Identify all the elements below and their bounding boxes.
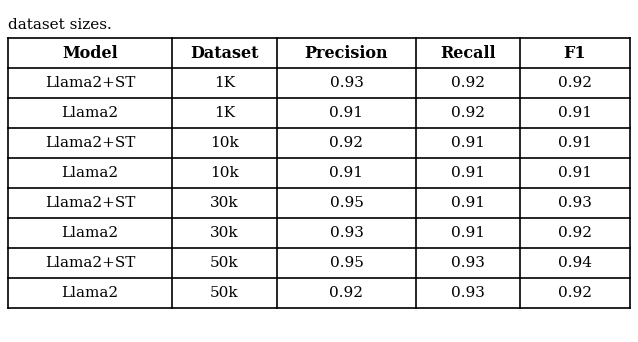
Text: 0.91: 0.91: [451, 136, 485, 150]
Text: 0.91: 0.91: [451, 196, 485, 210]
Text: 0.93: 0.93: [330, 76, 364, 90]
Text: 0.94: 0.94: [558, 256, 592, 270]
Text: 50k: 50k: [210, 256, 239, 270]
Text: 0.91: 0.91: [558, 136, 592, 150]
Text: Dataset: Dataset: [190, 44, 259, 62]
Text: 0.92: 0.92: [558, 76, 592, 90]
Text: 0.91: 0.91: [558, 106, 592, 120]
Text: 0.95: 0.95: [330, 196, 364, 210]
Text: 0.93: 0.93: [330, 226, 364, 240]
Text: 0.92: 0.92: [451, 106, 485, 120]
Text: F1: F1: [564, 44, 586, 62]
Text: 1K: 1K: [214, 76, 235, 90]
Text: Llama2+ST: Llama2+ST: [45, 76, 135, 90]
Text: Llama2+ST: Llama2+ST: [45, 136, 135, 150]
Text: 0.92: 0.92: [329, 286, 364, 300]
Text: 0.91: 0.91: [329, 106, 364, 120]
Text: 10k: 10k: [210, 166, 239, 180]
Text: dataset sizes.: dataset sizes.: [8, 18, 112, 32]
Text: Precision: Precision: [305, 44, 389, 62]
Text: 0.93: 0.93: [451, 286, 485, 300]
Text: 10k: 10k: [210, 136, 239, 150]
Text: Llama2+ST: Llama2+ST: [45, 256, 135, 270]
Text: 1K: 1K: [214, 106, 235, 120]
Text: Llama2: Llama2: [61, 226, 119, 240]
Text: Model: Model: [62, 44, 118, 62]
Text: Llama2: Llama2: [61, 286, 119, 300]
Text: 50k: 50k: [210, 286, 239, 300]
Text: 0.91: 0.91: [451, 166, 485, 180]
Text: 0.93: 0.93: [451, 256, 485, 270]
Text: 0.91: 0.91: [451, 226, 485, 240]
Text: 0.92: 0.92: [558, 286, 592, 300]
Text: Llama2: Llama2: [61, 106, 119, 120]
Text: 0.92: 0.92: [451, 76, 485, 90]
Text: 30k: 30k: [210, 226, 239, 240]
Text: 0.92: 0.92: [558, 226, 592, 240]
Text: 30k: 30k: [210, 196, 239, 210]
Text: 0.91: 0.91: [558, 166, 592, 180]
Text: 0.91: 0.91: [329, 166, 364, 180]
Text: 0.93: 0.93: [558, 196, 592, 210]
Text: Llama2: Llama2: [61, 166, 119, 180]
Text: 0.95: 0.95: [330, 256, 364, 270]
Text: Recall: Recall: [440, 44, 496, 62]
Text: 0.92: 0.92: [329, 136, 364, 150]
Text: Llama2+ST: Llama2+ST: [45, 196, 135, 210]
